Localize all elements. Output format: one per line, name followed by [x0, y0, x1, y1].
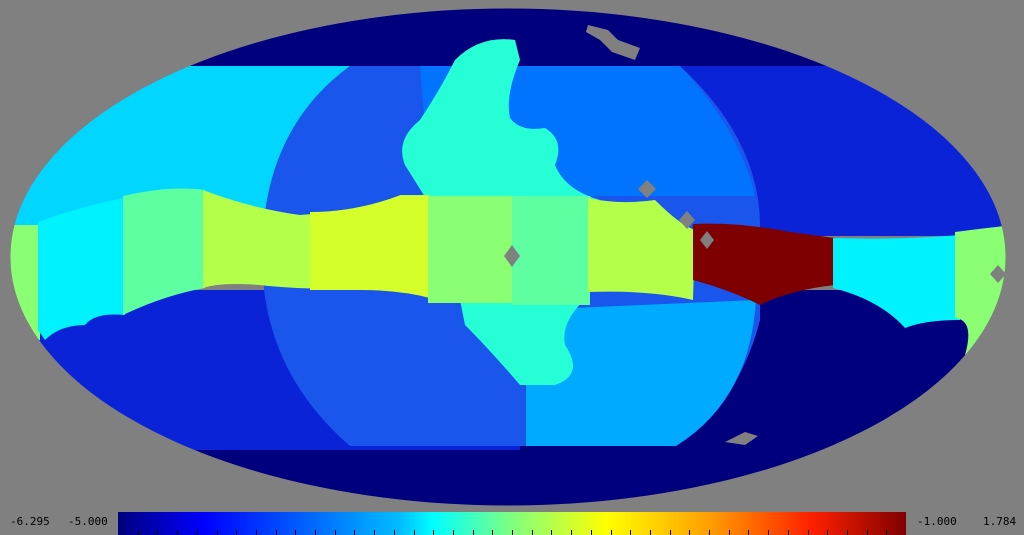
region-equator-aqua-center [512, 196, 590, 305]
colorbar-gradient [118, 512, 906, 535]
masked-spot-far-east [990, 265, 1006, 283]
masked-spot-east-2 [679, 211, 695, 229]
region-south-central [526, 300, 756, 446]
region-equator-mint-center-west [428, 196, 514, 303]
map-outline [9, 7, 1007, 507]
masked-streak-south [725, 432, 758, 445]
masked-spot-east-3 [700, 231, 714, 249]
region-equator-hot-spot [693, 223, 835, 305]
colorbar-low-label: -5.000 [68, 515, 108, 528]
region-south-blob [460, 295, 590, 385]
region-equator-west-light-green [10, 225, 40, 340]
colorbar [118, 512, 906, 535]
masked-streak-north [586, 25, 640, 60]
colorbar-max-label: 1.784 [983, 515, 1017, 528]
masked-spot-east-1 [638, 180, 656, 198]
region-equator-west-cyan [38, 198, 125, 340]
masked-spot-center [504, 245, 520, 267]
region-north-blob [402, 39, 600, 205]
region-equator-mint [123, 188, 205, 315]
region-equator-lime-east [588, 198, 695, 300]
region-equator-east-cyan [833, 235, 960, 328]
colorbar-min-label: -6.295 [10, 515, 50, 528]
colorbar-high-label: -1.000 [917, 515, 957, 528]
region-equator-yellow-green [310, 196, 430, 298]
colorbar-ticks [138, 530, 887, 535]
